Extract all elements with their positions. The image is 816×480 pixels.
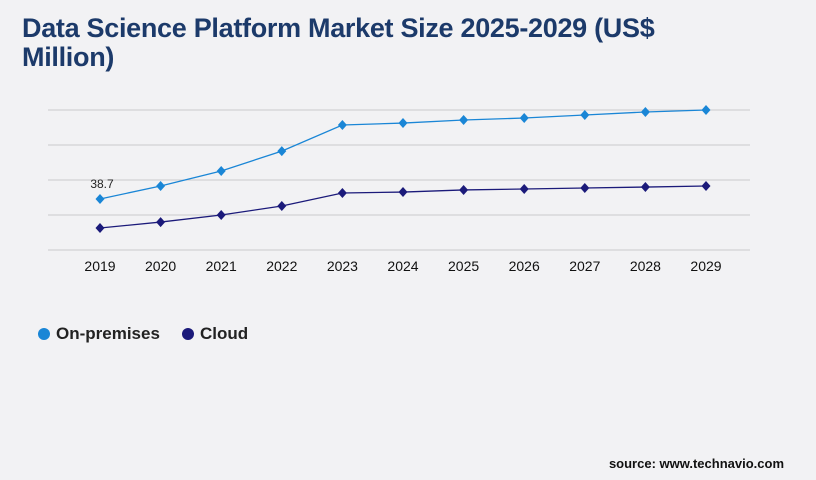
data-point	[337, 120, 347, 131]
legend-marker-icon	[181, 328, 194, 340]
data-point	[640, 106, 650, 117]
x-tick-label: 2019	[84, 258, 115, 274]
chart-title: Data Science Platform Market Size 2025-2…	[22, 13, 655, 72]
data-point	[216, 165, 226, 176]
data-label: 38.7	[90, 177, 114, 191]
x-tick-label: 2021	[206, 258, 237, 274]
legend-marker-icon	[38, 328, 50, 340]
data-point	[216, 209, 226, 220]
data-point	[277, 201, 287, 212]
data-point	[95, 194, 105, 205]
data-point	[95, 223, 105, 234]
data-point	[398, 118, 408, 129]
x-tick-label: 2020	[145, 258, 176, 274]
data-point	[156, 180, 166, 191]
data-point	[701, 105, 711, 115]
legend: On-premises Cloud	[38, 324, 248, 344]
x-tick-label: 2024	[387, 258, 418, 274]
x-tick-label: 2028	[630, 258, 661, 274]
legend-label: Cloud	[199, 324, 249, 343]
legend-label: On-premises	[56, 324, 160, 343]
data-point	[277, 146, 287, 157]
data-point	[459, 184, 469, 195]
data-point	[459, 115, 469, 126]
x-tick-label: 2029	[690, 258, 721, 274]
data-point	[156, 217, 166, 228]
x-tick-label: 2022	[266, 258, 297, 274]
data-point	[398, 187, 408, 198]
x-tick-label: 2026	[509, 258, 540, 274]
x-tick-label: 2025	[448, 258, 479, 274]
legend-item-cloud[interactable]: Cloud	[181, 324, 249, 344]
data-point	[337, 187, 347, 198]
x-tick-label: 2027	[569, 258, 600, 274]
source-text: source: www.technavio.com	[608, 456, 784, 471]
legend-item-on-premises[interactable]: On-premises	[38, 324, 160, 344]
data-point	[519, 113, 529, 124]
data-point	[640, 182, 650, 193]
data-point	[580, 110, 590, 121]
data-point	[519, 184, 529, 195]
x-tick-label: 2023	[327, 258, 358, 274]
data-point	[580, 182, 590, 193]
data-point	[701, 180, 711, 191]
